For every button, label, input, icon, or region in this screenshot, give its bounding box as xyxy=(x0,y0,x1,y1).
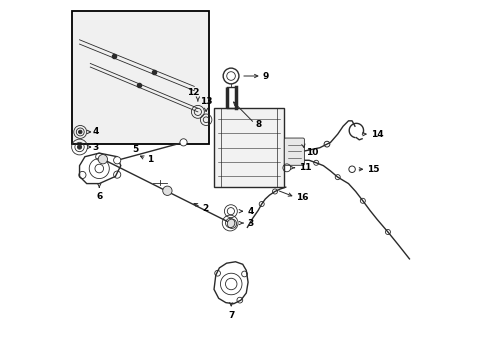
Text: 3: 3 xyxy=(247,219,253,228)
Text: 4: 4 xyxy=(93,127,99,136)
FancyBboxPatch shape xyxy=(284,138,304,165)
Circle shape xyxy=(227,219,236,228)
Text: 12: 12 xyxy=(187,88,200,97)
Text: 10: 10 xyxy=(305,148,318,157)
Circle shape xyxy=(77,145,81,149)
FancyBboxPatch shape xyxy=(214,108,284,187)
Text: 2: 2 xyxy=(202,204,208,213)
Bar xyxy=(72,12,208,144)
Text: 4: 4 xyxy=(247,207,253,216)
Text: 13: 13 xyxy=(200,97,212,106)
Circle shape xyxy=(113,157,121,164)
Text: 1: 1 xyxy=(147,155,153,164)
Circle shape xyxy=(163,186,172,195)
Text: 5: 5 xyxy=(132,145,138,154)
Text: 6: 6 xyxy=(96,192,102,201)
Circle shape xyxy=(78,130,82,134)
Text: 16: 16 xyxy=(296,193,308,202)
Circle shape xyxy=(180,139,187,146)
Text: 11: 11 xyxy=(298,163,310,172)
Text: 14: 14 xyxy=(370,130,383,139)
Text: 7: 7 xyxy=(227,311,234,320)
Text: 3: 3 xyxy=(93,143,99,152)
Text: 8: 8 xyxy=(255,120,261,129)
Text: 9: 9 xyxy=(262,72,268,81)
Circle shape xyxy=(98,154,107,164)
Text: 15: 15 xyxy=(367,165,379,174)
